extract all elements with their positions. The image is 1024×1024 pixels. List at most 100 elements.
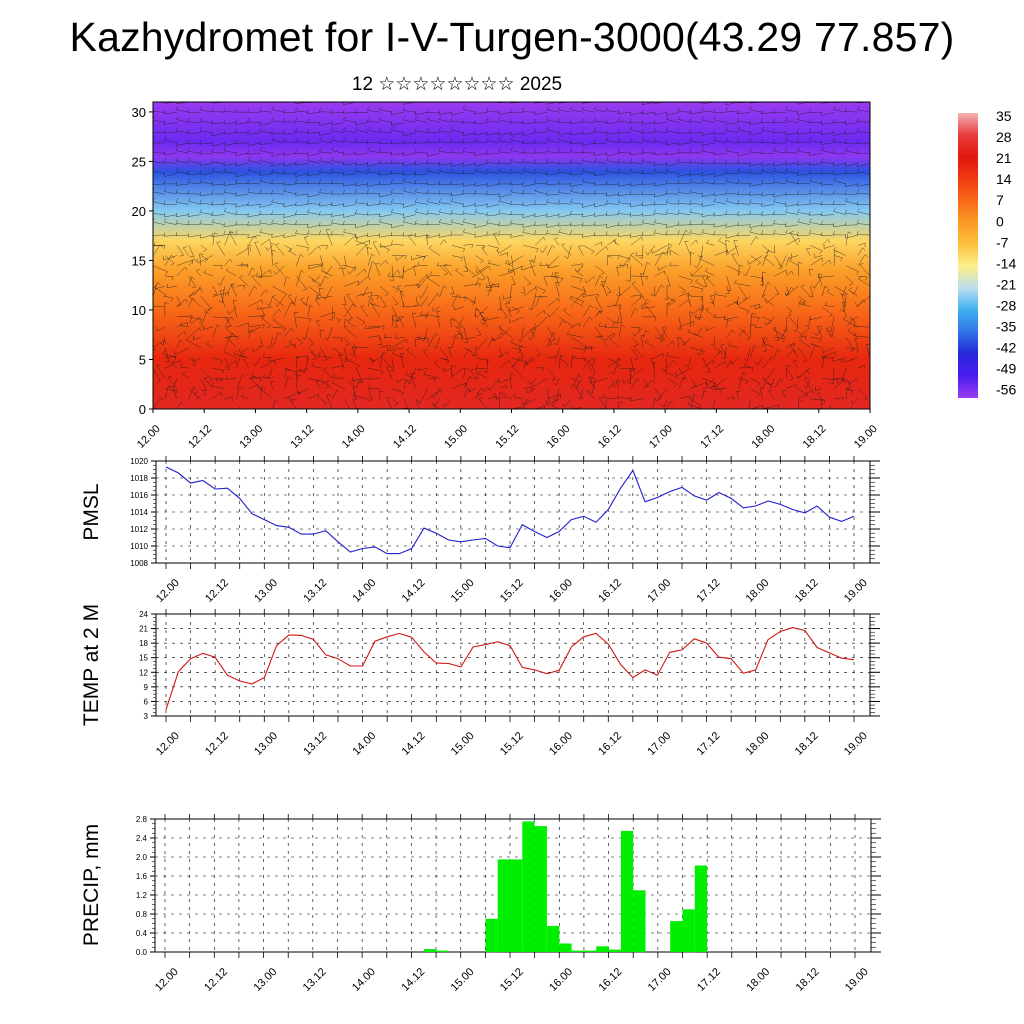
pmsl-line	[165, 466, 855, 555]
precip-chart: 2.8 2.4 2.0 1.6 1.2 0.8 0.4 0.0 12.00 12.12 13.00 1…	[80, 814, 881, 994]
pmsl-y-axis-label: PMSL	[80, 483, 103, 540]
section-y-tick-label: 20	[132, 204, 146, 219]
section-x-tick-label: 17.12	[698, 423, 726, 451]
temp-x-tick-label: 12.12	[203, 730, 231, 758]
temp-x-tick-label: 13.00	[252, 730, 280, 758]
precip-bar	[423, 949, 437, 952]
precip-bar	[583, 950, 597, 952]
precip-x-tick-label: 15.00	[449, 966, 477, 994]
pmsl-x-tick-label: 17.12	[694, 577, 722, 605]
precip-x-tick-label: 17.12	[695, 966, 723, 994]
temp-frame	[155, 613, 871, 717]
temp-x-tick-label: 17.12	[694, 730, 722, 758]
precip-bar	[670, 921, 683, 952]
pmsl-x-tick-label: 16.12	[596, 577, 624, 605]
colorbar-label: -56	[996, 382, 1016, 398]
precip-x-tick-label: 13.12	[301, 966, 329, 994]
precip-bar	[559, 943, 572, 952]
pmsl-x-tick-label: 15.12	[498, 577, 526, 605]
colorbar-label: 7	[996, 192, 1004, 208]
precip-bar	[436, 950, 449, 952]
pmsl-x-tick-label: 14.00	[350, 577, 378, 605]
pmsl-frame	[155, 460, 871, 564]
pmsl-x-tick-label: 12.00	[154, 577, 182, 605]
precip-x-tick-label: 15.12	[498, 966, 526, 994]
precip-x-tick-label: 12.12	[202, 966, 230, 994]
precip-bar	[547, 925, 560, 952]
precip-x-tick-label: 16.12	[596, 966, 624, 994]
temp-x-tick-label: 15.12	[498, 730, 526, 758]
temp-x-tick-label: 12.00	[154, 730, 182, 758]
pmsl-chart: 1020 1018 1016 1014 1012 1010 1008 12.00 12.12 13…	[80, 456, 880, 605]
pmsl-x-tick-label: 15.00	[449, 577, 477, 605]
colorbar-label: 0	[996, 213, 1004, 229]
precip-y-axis-label: PRECIP, mm	[80, 824, 103, 946]
pmsl-y-tick-label: 1010	[130, 542, 148, 551]
precip-y-tick-label: 2.0	[136, 853, 148, 862]
precip-x-tick-label: 17.00	[646, 966, 674, 994]
pmsl-y-tick-label: 1020	[130, 457, 148, 466]
temp-y-tick-label: 18	[139, 639, 148, 648]
colorbar-label: -14	[996, 255, 1016, 271]
colorbar-label: -35	[996, 319, 1016, 335]
temp-x-tick-label: 13.12	[301, 730, 329, 758]
temp-x-tick-label: 19.00	[842, 730, 870, 758]
pmsl-y-tick-label: 1012	[130, 525, 148, 534]
section-x-tick-label: 14.00	[340, 423, 368, 451]
temp-2m-chart: 24 21 18 15 12 9 6 3 12.00 12.12 13.00 13.12 14.00 14…	[80, 604, 880, 758]
colorbar-label: -28	[996, 297, 1016, 313]
precip-bar	[534, 826, 547, 952]
precip-x-tick-label: 14.12	[399, 966, 427, 994]
precip-bar	[522, 821, 535, 952]
section-x-tick-label: 16.12	[596, 423, 624, 451]
temp-y-tick-label: 21	[139, 625, 148, 634]
precip-x-tick-label: 16.00	[547, 966, 575, 994]
pmsl-x-tick-label: 17.00	[645, 577, 673, 605]
pmsl-x-tick-label: 18.12	[793, 577, 821, 605]
pmsl-x-tick-label: 16.00	[547, 577, 575, 605]
page-title: Kazhydromet for I-V-Turgen-3000(43.29 77…	[69, 14, 955, 60]
section-x-tick-label: 14.12	[391, 423, 419, 451]
temp-y-tick-label: 24	[139, 610, 148, 619]
precip-bar	[497, 859, 510, 952]
section-x-tick-label: 13.00	[237, 423, 265, 451]
pmsl-x-tick-label: 13.12	[301, 577, 329, 605]
section-x-tick-label: 18.00	[749, 423, 777, 451]
colorbar-label: -21	[996, 276, 1016, 292]
pmsl-x-tick-label: 13.00	[252, 577, 280, 605]
temp-x-tick-label: 14.12	[400, 730, 428, 758]
colorbar-legend: 35 28 21 14 7 0 -7 -14 -21 -28 -35 -42 -49 -56	[958, 108, 1016, 398]
precip-x-tick-label: 18.12	[794, 966, 822, 994]
temp-x-tick-label: 16.12	[596, 730, 624, 758]
pmsl-y-tick-label: 1014	[130, 508, 148, 517]
precip-x-tick-label: 12.00	[153, 966, 181, 994]
temp-y-axis-label: TEMP at 2 M	[80, 604, 103, 726]
section-x-tick-label: 15.00	[442, 423, 470, 451]
section-y-tick-label: 15	[132, 253, 146, 268]
temp-x-tick-label: 18.12	[793, 730, 821, 758]
precip-x-tick-label: 18.00	[744, 966, 772, 994]
temp-y-tick-label: 12	[139, 668, 148, 677]
section-x-tick-label: 17.00	[647, 423, 675, 451]
section-y-tick-label: 5	[139, 352, 146, 367]
page-subtitle: 12 ☆☆☆☆☆☆☆☆ 2025	[351, 74, 563, 95]
temp-x-tick-label: 18.00	[744, 730, 772, 758]
pmsl-y-tick-label: 1008	[130, 559, 148, 568]
colorbar-label: 14	[996, 171, 1012, 187]
colorbar-label: 28	[996, 129, 1012, 145]
precip-y-tick-label: 0.4	[136, 929, 148, 938]
pmsl-x-tick-label: 18.00	[744, 577, 772, 605]
section-x-tick-label: 12.00	[135, 423, 163, 451]
colorbar-label: -49	[996, 361, 1016, 377]
temp-x-tick-label: 17.00	[645, 730, 673, 758]
section-x-tick-label: 18.12	[801, 423, 829, 451]
section-y-tick-label: 25	[132, 154, 146, 169]
precip-x-tick-label: 19.00	[843, 966, 871, 994]
temp-line	[165, 627, 855, 710]
wind-barbs-layer	[153, 102, 870, 409]
precip-x-tick-label: 14.00	[350, 966, 378, 994]
colorbar-bar	[958, 113, 978, 398]
precip-bar	[608, 949, 621, 952]
vertical-section-chart: 0 5 10 15 20 25 30 12.00 12.12 13.00 13.12 14.00 14.…	[132, 101, 880, 451]
temp-x-tick-label: 14.00	[350, 730, 378, 758]
